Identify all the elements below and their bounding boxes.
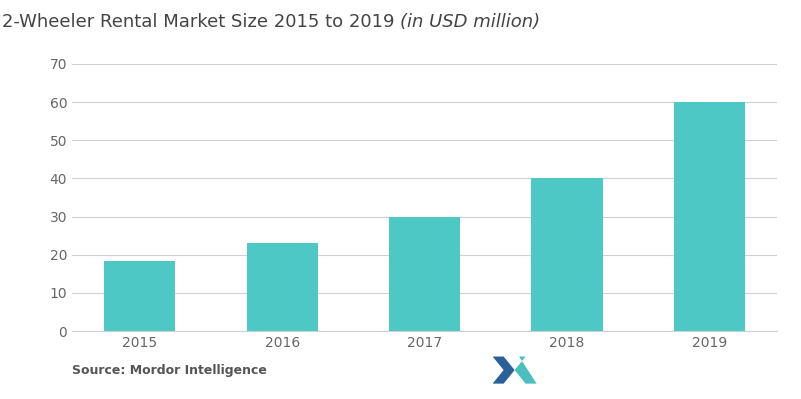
Text: Indonesia 2-Wheeler Rental Market Size 2015 to 2019: Indonesia 2-Wheeler Rental Market Size 2…	[0, 13, 400, 31]
Bar	[674, 102, 745, 331]
Polygon shape	[508, 357, 537, 384]
Bar	[531, 178, 602, 331]
Text: (in USD million): (in USD million)	[400, 13, 541, 31]
Bar	[389, 217, 460, 331]
Bar	[247, 243, 318, 331]
Text: Source: Mordor Intelligence: Source: Mordor Intelligence	[72, 364, 267, 377]
Text: Indonesia 2-Wheeler Rental Market Size 2015 to 2019 (in USD million): Indonesia 2-Wheeler Rental Market Size 2…	[0, 398, 1, 399]
Polygon shape	[493, 357, 515, 384]
Bar	[104, 261, 175, 331]
